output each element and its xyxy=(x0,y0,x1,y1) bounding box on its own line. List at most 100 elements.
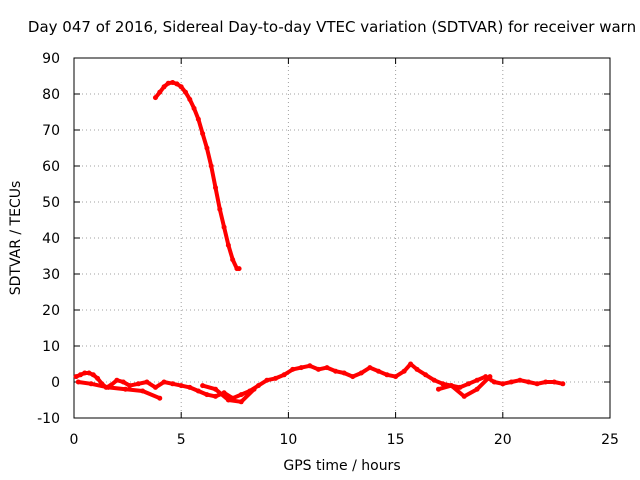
data-point xyxy=(135,381,141,387)
data-point xyxy=(152,384,158,390)
data-point xyxy=(487,374,493,380)
data-point xyxy=(178,84,184,90)
data-point xyxy=(230,257,236,263)
grid xyxy=(74,58,610,418)
data-point xyxy=(165,80,171,86)
data-point xyxy=(208,163,214,169)
data-point xyxy=(315,366,321,372)
data-point xyxy=(281,372,287,378)
y-tick-label: 40 xyxy=(42,231,60,247)
data-point xyxy=(491,379,497,385)
data-point xyxy=(204,392,210,398)
data-point xyxy=(333,368,339,374)
data-point xyxy=(465,381,471,387)
y-tick-label: 90 xyxy=(42,51,60,67)
data-point xyxy=(255,383,261,389)
data-point xyxy=(213,185,219,191)
data-point xyxy=(174,81,180,87)
data-series xyxy=(73,79,566,405)
data-point xyxy=(75,379,81,385)
data-point xyxy=(82,370,88,376)
data-point xyxy=(170,79,176,85)
data-point xyxy=(414,366,420,372)
data-point xyxy=(90,372,96,378)
y-tick-label: 0 xyxy=(51,375,60,391)
series-line-0 xyxy=(153,80,242,271)
data-point xyxy=(461,393,467,399)
data-point xyxy=(200,383,206,389)
data-point xyxy=(474,386,480,392)
x-tick-label: 20 xyxy=(494,432,512,448)
data-point xyxy=(273,375,279,381)
x-axis-label: GPS time / hours xyxy=(283,458,400,474)
y-axis-label: SDTVAR / TECUs xyxy=(8,181,24,296)
data-point xyxy=(225,397,231,403)
data-point xyxy=(474,377,480,383)
x-tick-labels: 0 5 10 15 20 25 xyxy=(70,432,619,448)
y-tick-label: 30 xyxy=(42,267,60,283)
data-point xyxy=(298,365,304,371)
data-point xyxy=(307,363,313,369)
data-point xyxy=(140,388,146,394)
data-point xyxy=(375,368,381,374)
data-point xyxy=(144,379,150,385)
x-tick-label: 0 xyxy=(70,432,79,448)
data-point xyxy=(423,372,429,378)
data-point xyxy=(238,399,244,405)
data-point xyxy=(534,381,540,387)
data-point xyxy=(238,392,244,398)
data-point xyxy=(200,131,206,137)
data-point xyxy=(217,206,223,212)
y-tick-label: 20 xyxy=(42,303,60,319)
data-point xyxy=(435,386,441,392)
data-point xyxy=(408,361,414,367)
data-point xyxy=(88,381,94,387)
y-tick-label: 10 xyxy=(42,339,60,355)
data-point xyxy=(457,384,463,390)
data-point xyxy=(86,370,92,376)
data-point xyxy=(191,105,197,111)
data-point xyxy=(358,370,364,376)
y-tick-label: 50 xyxy=(42,195,60,211)
data-point xyxy=(105,384,111,390)
data-point xyxy=(127,383,133,389)
data-point xyxy=(187,96,193,102)
data-point xyxy=(393,374,399,380)
data-point xyxy=(341,370,347,376)
data-point xyxy=(187,384,193,390)
data-point xyxy=(182,89,188,95)
data-point xyxy=(178,383,184,389)
data-point xyxy=(122,386,128,392)
data-point xyxy=(73,374,79,380)
data-point xyxy=(213,386,219,392)
chart-title: Day 047 of 2016, Sidereal Day-to-day VTE… xyxy=(28,18,636,36)
y-tick-label: 70 xyxy=(42,123,60,139)
data-point xyxy=(367,365,373,371)
data-point xyxy=(152,95,158,101)
y-tick-label: -10 xyxy=(37,411,60,427)
data-point xyxy=(431,377,437,383)
data-point xyxy=(170,381,176,387)
data-point xyxy=(204,145,210,151)
data-point xyxy=(526,379,532,385)
data-point xyxy=(236,266,242,272)
data-point xyxy=(120,379,126,385)
y-tick-label: 60 xyxy=(42,159,60,175)
data-point xyxy=(500,381,506,387)
data-point xyxy=(290,366,296,372)
data-point xyxy=(95,375,101,381)
x-tick-label: 10 xyxy=(279,432,297,448)
data-point xyxy=(264,377,270,383)
data-point xyxy=(350,374,356,380)
data-point xyxy=(157,89,163,95)
data-point xyxy=(324,365,330,371)
data-point xyxy=(195,388,201,394)
plot-frame xyxy=(73,57,611,419)
data-point xyxy=(384,372,390,378)
data-point xyxy=(551,379,557,385)
data-point xyxy=(560,381,566,387)
data-point xyxy=(508,379,514,385)
data-point xyxy=(543,379,549,385)
data-point xyxy=(157,395,163,401)
data-point xyxy=(213,393,219,399)
